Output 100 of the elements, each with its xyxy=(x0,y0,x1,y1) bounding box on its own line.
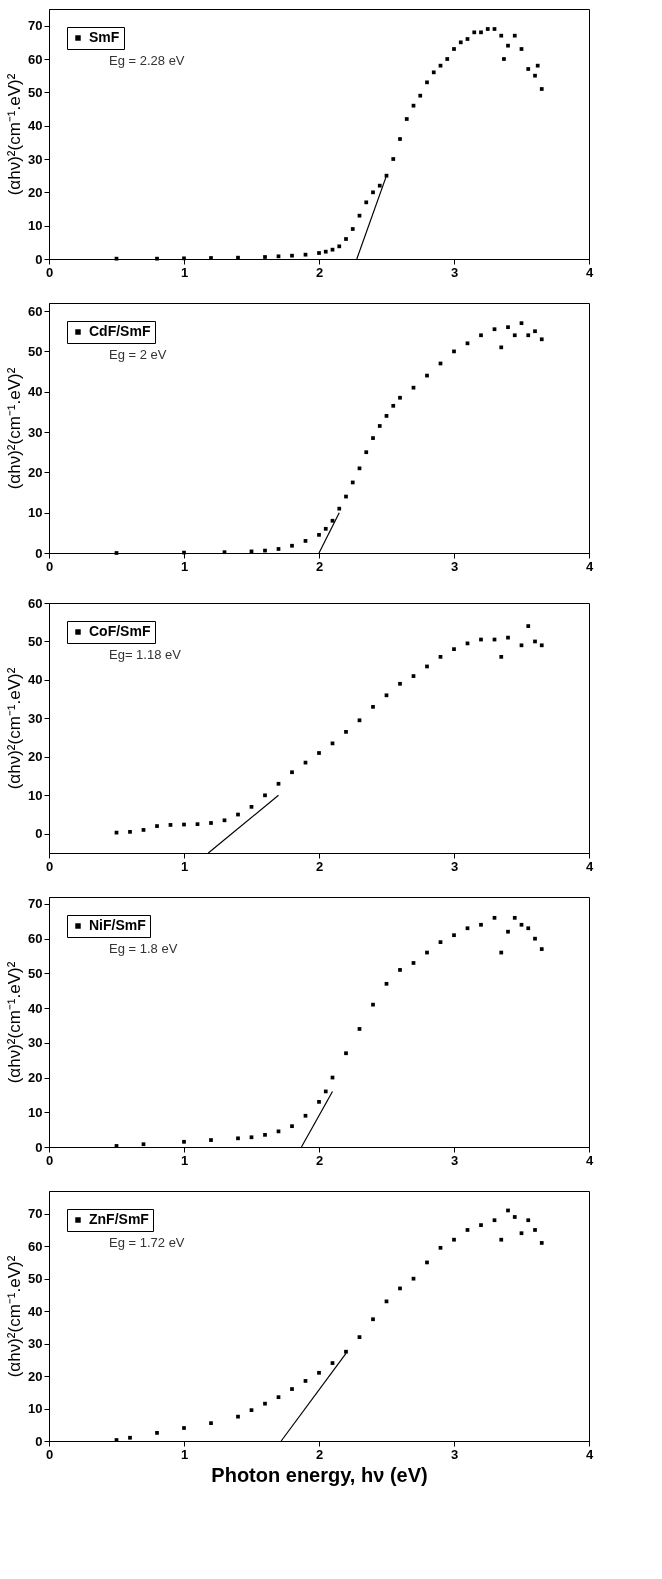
point xyxy=(290,543,294,548)
point xyxy=(337,244,342,249)
point xyxy=(344,237,348,241)
point xyxy=(377,183,382,188)
y-tick-label: 20 xyxy=(28,749,43,765)
point xyxy=(290,770,294,775)
x-tick-label: 3 xyxy=(450,858,459,874)
point xyxy=(236,1414,240,1419)
point xyxy=(236,255,240,260)
point xyxy=(182,1426,186,1430)
point xyxy=(209,1138,213,1142)
point xyxy=(155,824,159,828)
x-tick-label: 4 xyxy=(585,558,594,574)
point xyxy=(533,936,537,941)
point xyxy=(398,395,402,400)
point xyxy=(263,1132,267,1137)
point xyxy=(458,40,463,45)
point xyxy=(499,1237,504,1242)
point xyxy=(317,1099,321,1104)
point xyxy=(526,67,531,71)
point xyxy=(317,532,321,537)
y-tick-label: 50 xyxy=(28,84,43,100)
y-tick-label: 10 xyxy=(28,1104,43,1120)
y-tick-label: 50 xyxy=(28,1271,43,1287)
point xyxy=(391,403,396,408)
point xyxy=(128,829,132,834)
y-tick-label: 60 xyxy=(28,51,43,67)
y-tick-label: 70 xyxy=(28,1206,43,1222)
annotation: Eg = 2.28 eV xyxy=(109,53,185,68)
point xyxy=(350,227,355,231)
y-tick-label: 70 xyxy=(28,18,43,34)
point xyxy=(209,256,213,260)
x-tick-label: 0 xyxy=(45,264,54,280)
point xyxy=(364,450,369,455)
point xyxy=(512,33,517,38)
point xyxy=(533,329,537,334)
x-tick-label: 2 xyxy=(315,558,324,574)
legend-label: SmF xyxy=(89,29,120,45)
point xyxy=(398,137,402,141)
point xyxy=(479,1223,483,1227)
x-tick-label: 0 xyxy=(45,858,54,874)
x-tick-label: 3 xyxy=(450,264,459,280)
point xyxy=(155,1431,159,1435)
point xyxy=(371,190,375,195)
point xyxy=(479,333,483,338)
point xyxy=(512,333,517,338)
x-tick-label: 0 xyxy=(45,1446,54,1462)
y-tick-label: 60 xyxy=(28,1238,43,1254)
x-tick-label: 1 xyxy=(180,558,189,574)
point xyxy=(526,1218,531,1223)
point xyxy=(539,947,544,951)
point xyxy=(263,255,267,259)
legend-label: ZnF/SmF xyxy=(89,1211,150,1227)
point xyxy=(485,27,490,31)
point xyxy=(539,337,544,342)
x-tick-label: 4 xyxy=(585,1446,594,1462)
y-tick-label: 30 xyxy=(28,1336,43,1352)
point xyxy=(499,345,504,350)
y-tick-label: 0 xyxy=(35,251,43,267)
y-tick-label: 0 xyxy=(35,545,43,561)
y-tick-label: 60 xyxy=(28,595,43,611)
point xyxy=(344,729,348,734)
point xyxy=(323,526,328,531)
point xyxy=(236,1136,240,1141)
y-axis-title: (αhν)²(cm⁻¹.eV)² xyxy=(5,961,25,1084)
point xyxy=(533,1228,537,1232)
point xyxy=(445,57,450,61)
x-tick-label: 0 xyxy=(45,558,54,574)
point xyxy=(499,654,504,659)
x-tick-label: 1 xyxy=(180,1446,189,1462)
y-tick-label: 10 xyxy=(28,787,43,803)
legend-label: NiF/SmF xyxy=(89,917,147,933)
y-axis-title: (αhν)²(cm⁻¹.eV)² xyxy=(5,667,25,790)
y-tick-label: 40 xyxy=(28,384,43,400)
y-tick-label: 30 xyxy=(28,1035,43,1051)
y-axis-title: (αhν)²(cm⁻¹.eV)² xyxy=(5,367,25,490)
point xyxy=(371,436,375,440)
y-tick-label: 50 xyxy=(28,633,43,649)
x-tick-label: 4 xyxy=(585,858,594,874)
y-tick-label: 10 xyxy=(28,505,43,521)
x-tick-label: 1 xyxy=(180,858,189,874)
point xyxy=(263,1401,267,1406)
y-axis-title: (αhν)²(cm⁻¹.eV)² xyxy=(5,73,25,196)
point xyxy=(182,256,186,261)
y-tick-label: 40 xyxy=(28,1000,43,1016)
point xyxy=(263,793,267,798)
point xyxy=(290,253,294,258)
point xyxy=(344,1051,348,1056)
y-tick-label: 50 xyxy=(28,965,43,981)
point xyxy=(323,249,328,254)
point xyxy=(539,643,544,648)
point xyxy=(317,251,321,255)
point xyxy=(398,968,402,972)
point xyxy=(398,681,402,686)
y-tick-label: 60 xyxy=(28,931,43,947)
point xyxy=(337,506,342,511)
point xyxy=(155,256,159,261)
point xyxy=(391,157,396,161)
x-tick-label: 2 xyxy=(315,858,324,874)
point xyxy=(425,80,429,85)
